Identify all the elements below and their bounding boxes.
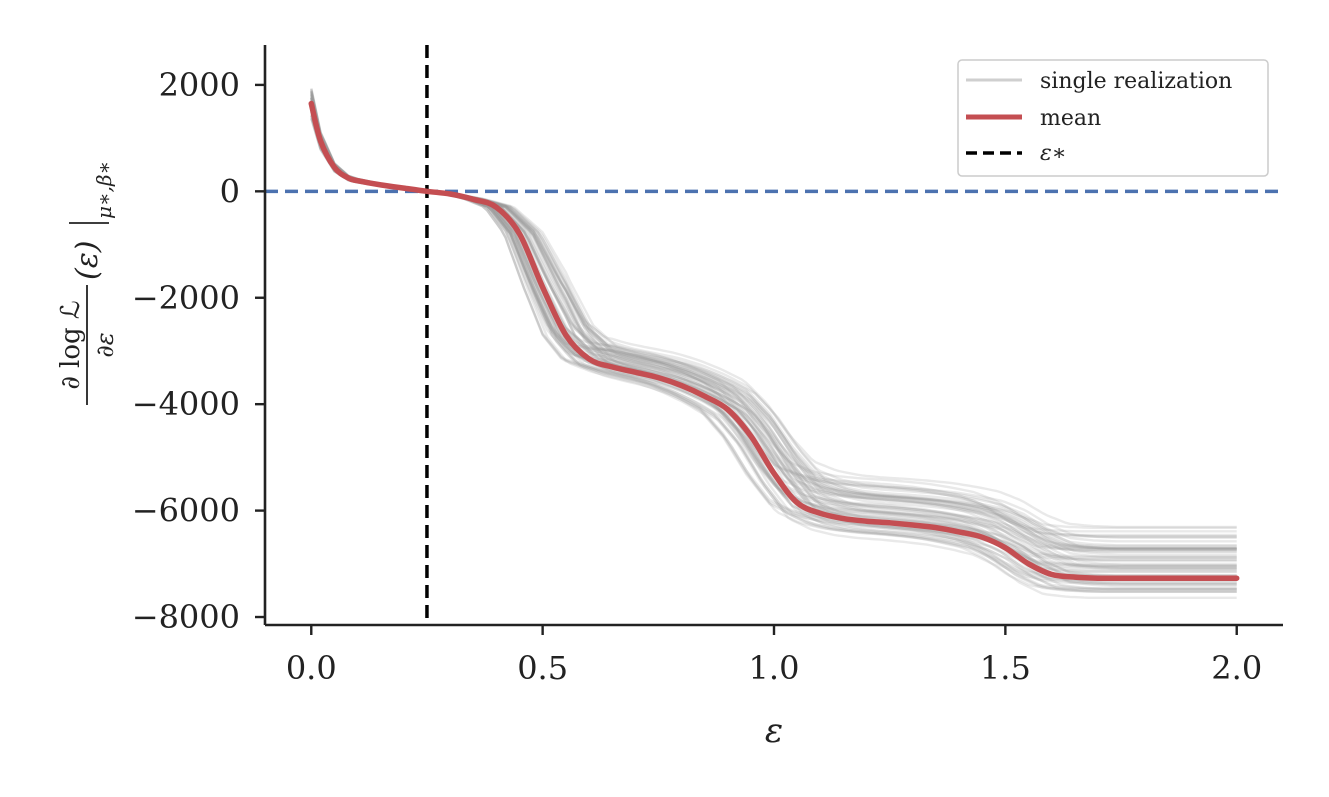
y-axis-label: ∂ log ℒ ∂ε (ε) μ∗,β∗ — [56, 161, 119, 405]
legend-box — [957, 59, 1269, 177]
y-tick-label: 0 — [220, 172, 240, 210]
x-tick-label: 1.5 — [980, 649, 1031, 687]
x-tick-label: 0.0 — [286, 649, 337, 687]
mean-line — [308, 100, 1240, 582]
y-tick-label: −6000 — [132, 492, 240, 530]
y-tick-label: 2000 — [159, 66, 240, 104]
x-tick-label: 1.0 — [749, 649, 800, 687]
y-label-subscript: μ∗,β∗ — [92, 161, 116, 219]
y-label-numerator: ∂ log ℒ — [56, 300, 86, 389]
y-tick-label: −8000 — [132, 598, 240, 636]
x-ticks: 0.0 0.5 1.0 1.5 2.0 — [286, 625, 1262, 687]
mean-line-layer — [308, 100, 1240, 582]
legend: single realization mean ε∗ — [957, 59, 1269, 177]
y-tick-label: −4000 — [132, 385, 240, 423]
x-tick-label: 2.0 — [1211, 649, 1262, 687]
realization-line — [310, 113, 1237, 588]
y-label-denominator: ∂ε — [91, 332, 119, 357]
y-ticks: 2000 0 −2000 −4000 −6000 −8000 — [132, 66, 265, 636]
legend-label-realization: single realization — [1040, 69, 1232, 94]
legend-label-epsilon-star: ε∗ — [1040, 141, 1067, 166]
y-tick-label: −2000 — [132, 279, 240, 317]
x-tick-label: 0.5 — [517, 649, 568, 687]
y-label-middle: (ε) — [70, 240, 105, 280]
realization-line — [310, 114, 1237, 593]
legend-label-mean: mean — [1040, 106, 1101, 131]
x-axis-label: ε — [765, 711, 783, 751]
